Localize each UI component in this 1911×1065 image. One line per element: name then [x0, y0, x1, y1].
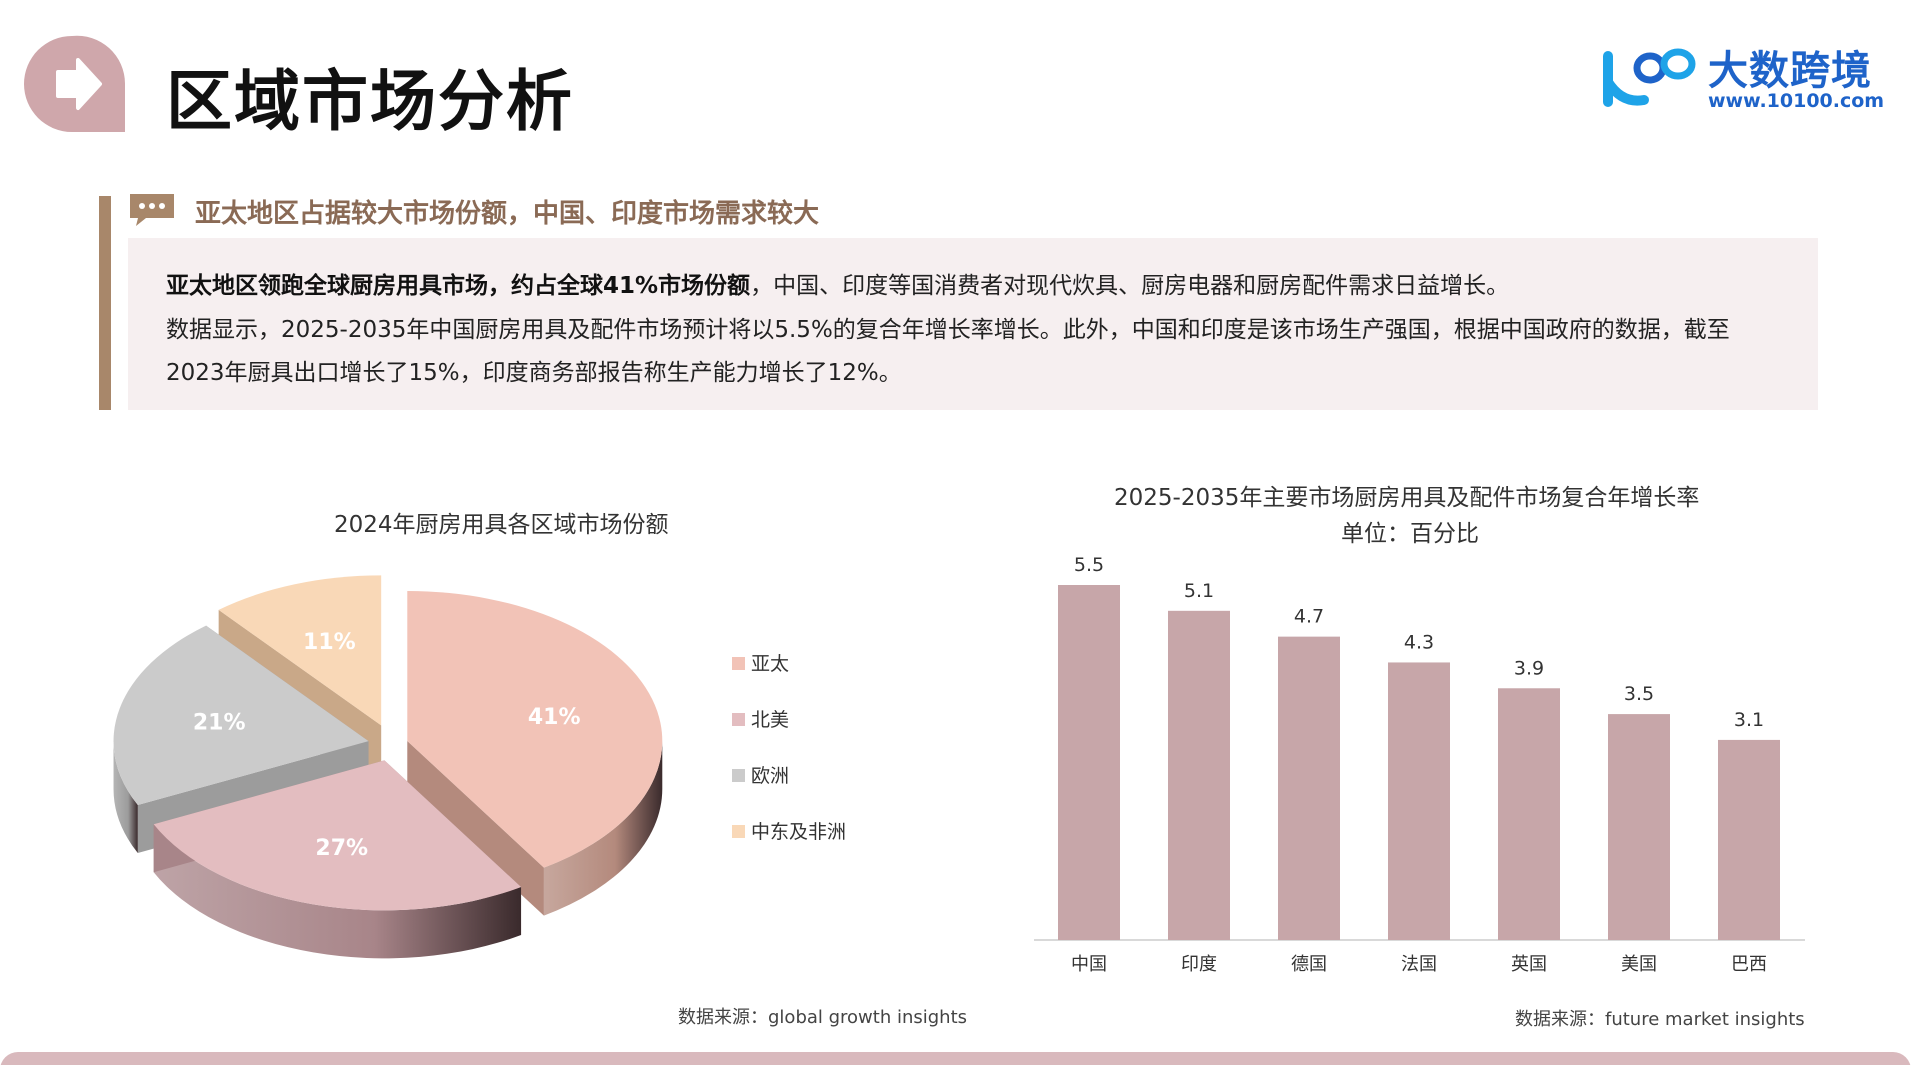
bar-value-label-1: 5.1: [1184, 580, 1214, 602]
pie-chart-title: 2024年厨房用具各区域市场份额: [334, 512, 669, 538]
legend-label-1: 北美: [751, 709, 789, 731]
x-tick-label-1: 印度: [1181, 954, 1217, 975]
footer-band: [0, 1052, 1911, 1065]
pie-label-2: 21%: [193, 711, 246, 736]
x-tick-label-5: 美国: [1621, 954, 1657, 975]
legend-swatch-0: [732, 657, 745, 670]
summary-paragraph-2: 数据显示，2025-2035年中国厨房用具及配件市场预计将以5.5%的复合年增长…: [166, 317, 1730, 343]
bar-2: [1278, 636, 1340, 940]
bar-chart-subtitle: 单位：百分比: [1341, 521, 1479, 547]
x-tick-label-0: 中国: [1071, 954, 1107, 975]
legend-swatch-2: [732, 769, 745, 782]
summary-text: ，中国、印度等国消费者对现代炊具、厨房电器和厨房配件需求日益增长。: [750, 273, 1510, 299]
summary-box: [128, 238, 1818, 410]
bar-value-label-4: 3.9: [1514, 657, 1544, 679]
bar-0: [1058, 585, 1120, 940]
pie-slice-1: [153, 760, 522, 959]
pie-label-3: 11%: [303, 630, 356, 655]
pie-slice-0: [407, 590, 663, 916]
bar-5: [1608, 714, 1670, 940]
legend-label-0: 亚太: [751, 653, 789, 675]
pie-chart-source: 数据来源：global growth insights: [678, 1007, 968, 1028]
x-tick-label-3: 法国: [1401, 954, 1437, 975]
pie-label-0: 41%: [528, 705, 581, 730]
arrow-right-icon: [24, 35, 125, 132]
summary-paragraph-3: 2023年厨具出口增长了15%，印度商务部报告称生产能力增长了12%。: [166, 360, 902, 386]
section-accent-bar: [99, 196, 111, 410]
chat-bubble-icon: [130, 194, 174, 226]
section-heading: 亚太地区占据较大市场份额，中国、印度市场需求较大: [195, 199, 820, 229]
bar-value-label-5: 3.5: [1624, 683, 1654, 705]
summary-paragraph-1: 亚太地区领跑全球厨房用具市场，约占全球41%市场份额，中国、印度等国消费者对现代…: [166, 266, 1509, 300]
bar-value-label-3: 4.3: [1404, 631, 1434, 653]
summary-highlight: 亚太地区领跑全球厨房用具市场，约占全球41%市场份额: [166, 273, 751, 299]
bar-3: [1388, 662, 1450, 940]
bar-4: [1498, 688, 1560, 940]
legend-swatch-1: [732, 713, 745, 726]
bar-value-label-0: 5.5: [1074, 554, 1104, 576]
x-tick-label-2: 德国: [1291, 954, 1327, 975]
bar-value-label-2: 4.7: [1294, 606, 1324, 628]
brand-logo: 大数跨境 www.10100.com: [1600, 38, 1884, 118]
x-tick-label-6: 巴西: [1731, 954, 1767, 975]
bar-6: [1718, 739, 1780, 940]
bar-chart: 5.5 中国 5.1 印度 4.7 德国 4.3 法国 3.9 英国 3.5 美国 3.1 巴西: [1034, 554, 1805, 975]
legend-label-2: 欧洲: [751, 765, 789, 787]
x-tick-label-4: 英国: [1511, 954, 1547, 975]
logo-10100-icon: [1603, 48, 1696, 107]
logo-text: 大数跨境: [1708, 48, 1872, 94]
legend-swatch-3: [732, 825, 745, 838]
bar-chart-title: 2025-2035年主要市场厨房用具及配件市场复合年增长率: [1114, 485, 1700, 511]
bar-value-label-6: 3.1: [1734, 709, 1764, 731]
legend-label-3: 中东及非洲: [751, 821, 846, 843]
page-title: 区域市场分析: [166, 63, 574, 140]
bar-1: [1168, 610, 1230, 940]
bar-chart-source: 数据来源：future market insights: [1515, 1009, 1805, 1030]
pie-label-1: 27%: [315, 836, 368, 861]
logo-url: www.10100.com: [1708, 90, 1885, 112]
